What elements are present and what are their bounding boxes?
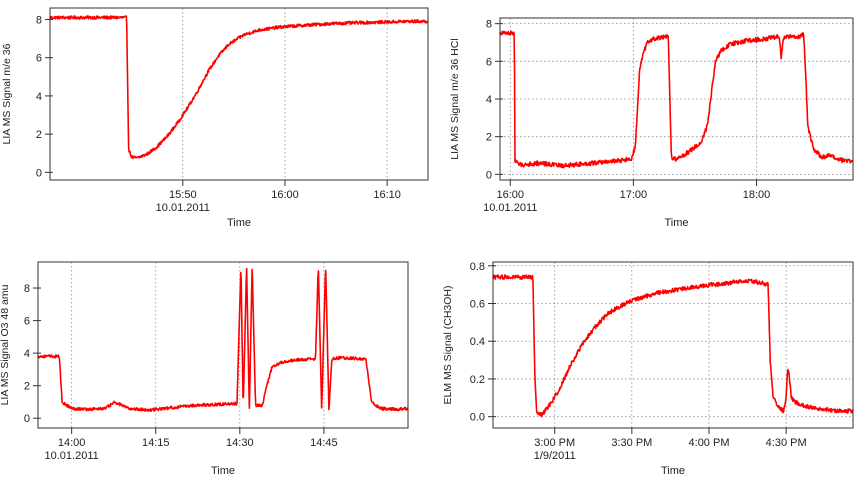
y-tick-label: 0 (24, 413, 30, 425)
x-tick-sublabel: 10.01.2011 (45, 450, 99, 462)
y-axis-title: ELM MS Signal (CH3OH) (442, 285, 454, 404)
plot-frame (49, 7, 429, 181)
x-tick-label: 14:15 (142, 437, 170, 449)
y-tick-label: 0.0 (470, 412, 485, 424)
y-axis-title: LIA MS Signal m/e 36 HCl (449, 38, 461, 159)
y-tick-label: 6 (36, 53, 42, 65)
y-tick-label: 0.6 (470, 299, 485, 311)
y-tick-label: 0.4 (470, 336, 485, 348)
x-tick-label: 4:30 PM (766, 437, 807, 449)
y-tick-label: 4 (36, 91, 42, 103)
data-series-line (37, 267, 409, 413)
x-tick-label: 17:00 (620, 189, 648, 201)
y-tick-label: 0 (486, 169, 492, 181)
y-tick-label: 4 (24, 348, 30, 360)
data-series-line (499, 30, 854, 169)
x-tick-label: 3:30 PM (611, 437, 652, 449)
x-axis-title: Time (664, 217, 688, 229)
y-axis-title: LIA MS Signal m/e 36 (1, 43, 13, 144)
y-tick-label: 0.8 (470, 261, 485, 273)
x-axis-title: Time (211, 465, 235, 477)
plot-frame (37, 261, 409, 429)
y-tick-label: 0 (36, 167, 42, 179)
x-tick-label: 16:00 (271, 189, 299, 201)
x-tick-label: 18:00 (743, 189, 771, 201)
y-tick-label: 2 (24, 381, 30, 393)
y-tick-label: 4 (486, 94, 492, 106)
y-tick-label: 2 (486, 132, 492, 144)
y-tick-label: 0.2 (470, 374, 485, 386)
y-tick-label: 6 (486, 56, 492, 68)
x-tick-label: 14:30 (226, 437, 254, 449)
y-tick-label: 8 (486, 19, 492, 31)
x-tick-label: 15:50 (169, 189, 197, 201)
x-tick-label: 14:45 (310, 437, 338, 449)
x-tick-sublabel: 10.01.2011 (483, 202, 537, 214)
y-axis-title: LIA MS Signal O3 48 amu (0, 284, 11, 405)
x-axis-title: Time (661, 465, 685, 477)
panel-bottom-right: 0.0 0.2 0.4 0.6 0.8 3:00 PM1/9/2011 3:30 PM 4:0… (442, 261, 854, 477)
x-tick-label: 16:10 (373, 189, 401, 201)
x-tick-sublabel: 10.01.2011 (156, 202, 210, 214)
data-series-line (492, 274, 854, 418)
x-tick-label: 4:00 PM (689, 437, 730, 449)
data-series-line (49, 15, 429, 160)
x-tick-label: 3:00 PM (534, 437, 575, 449)
x-tick-sublabel: 1/9/2011 (534, 450, 576, 462)
y-tick-label: 6 (24, 316, 30, 328)
x-axis-title: Time (227, 217, 251, 229)
y-tick-label: 8 (24, 283, 30, 295)
x-tick-label: 16:00 (496, 189, 524, 201)
y-tick-label: 2 (36, 129, 42, 141)
plot-frame (492, 261, 854, 429)
y-tick-label: 8 (36, 14, 42, 26)
x-tick-label: 14:00 (58, 437, 86, 449)
